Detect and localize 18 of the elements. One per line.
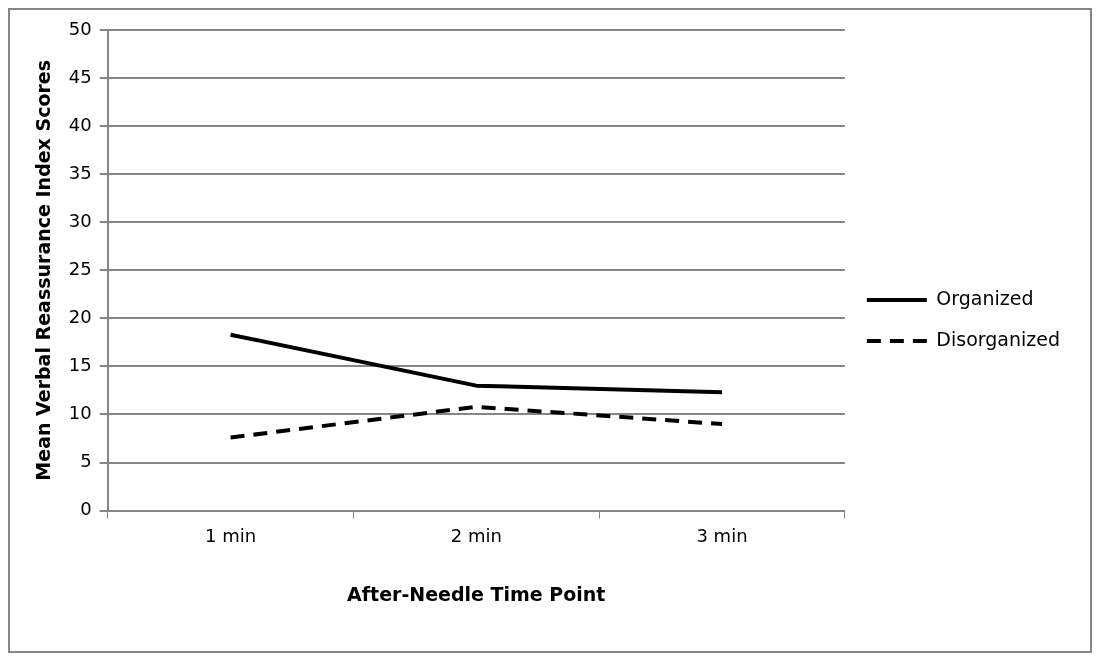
legend-label: Organized: [936, 286, 1034, 309]
legend-label: Disorganized: [936, 327, 1061, 350]
y-tick-label: 35: [68, 161, 92, 183]
y-tick-label: 10: [68, 402, 92, 424]
x-tick-label: 3 min: [696, 525, 748, 547]
y-axis-title: Mean Verbal Reassurance Index Scores: [32, 59, 55, 481]
x-tick-label: 1 min: [205, 525, 257, 547]
y-tick-label: 40: [68, 113, 92, 135]
y-tick-label: 30: [68, 209, 92, 231]
y-tick-label: 5: [80, 450, 92, 472]
y-tick-label: 45: [68, 65, 92, 87]
x-tick-label: 2 min: [450, 525, 502, 547]
x-axis-title: After-Needle Time Point: [347, 582, 606, 605]
y-tick-label: 25: [68, 257, 92, 279]
y-tick-label: 0: [80, 498, 92, 520]
y-tick-label: 50: [68, 17, 92, 39]
y-tick-label: 20: [68, 306, 92, 328]
y-tick-label: 15: [68, 354, 92, 376]
